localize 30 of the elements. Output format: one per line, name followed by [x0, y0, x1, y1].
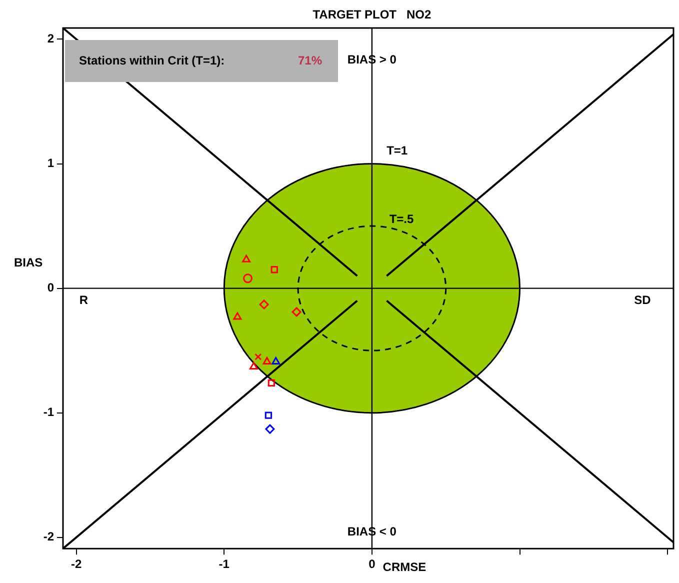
- point: [292, 307, 302, 317]
- point: [268, 379, 276, 387]
- annotation: T=1: [386, 144, 408, 158]
- point: [259, 300, 269, 310]
- annotation: SD: [634, 293, 652, 308]
- chart-title: TARGET PLOT NO2: [312, 7, 432, 22]
- annotation: T=.5: [389, 212, 414, 226]
- point: [270, 266, 278, 274]
- point: [243, 274, 253, 284]
- y-tick-label: 1: [47, 156, 54, 170]
- y-tick-label: -2: [43, 530, 54, 544]
- annotation: R: [79, 293, 88, 308]
- point: [242, 254, 251, 262]
- point: [264, 412, 272, 419]
- point: [265, 424, 275, 434]
- y-tick-label: 2: [47, 32, 54, 46]
- point: [262, 357, 272, 365]
- x-tick-label: -1: [218, 557, 230, 572]
- y-axis-title: BIAS: [14, 256, 43, 270]
- point: [272, 357, 280, 365]
- x-tick-label: 0: [368, 557, 376, 572]
- x-axis-title: CRMSE: [382, 560, 426, 574]
- point: [249, 362, 258, 370]
- y-tick-label: 0: [47, 280, 54, 295]
- point: [233, 312, 242, 320]
- point: [254, 353, 262, 360]
- annotation: 71%: [298, 53, 322, 68]
- y-tick-label: -1: [43, 405, 54, 420]
- annotation: Stations within Crit (T=1):: [79, 53, 225, 68]
- x-tick-label: -2: [70, 557, 82, 572]
